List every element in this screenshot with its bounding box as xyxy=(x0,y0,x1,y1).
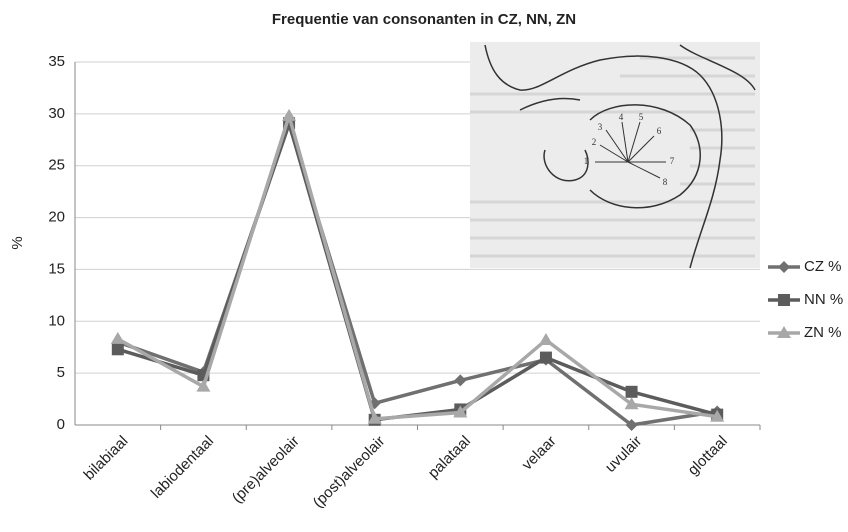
chart-title: Frequentie van consonanten in CZ, NN, ZN xyxy=(272,11,576,28)
legend-label: NN % xyxy=(804,291,843,308)
x-tick-label: palataal xyxy=(425,433,474,482)
marker xyxy=(111,332,125,344)
inset-label: 2 xyxy=(592,137,597,147)
inset-image: 1 2 3 4 5 6 7 8 xyxy=(470,42,760,268)
x-tick-label: glottaal xyxy=(685,433,731,479)
marker xyxy=(112,343,124,355)
legend-marker xyxy=(778,261,790,273)
inset-label: 4 xyxy=(619,112,624,122)
x-tick-label: (pre)alveolair xyxy=(229,433,303,507)
marker xyxy=(539,333,553,345)
y-tick-label: 15 xyxy=(48,260,65,277)
inset-label: 7 xyxy=(670,156,675,166)
y-tick-label: 20 xyxy=(48,209,65,226)
inset-label: 1 xyxy=(584,156,589,166)
y-tick-label: 35 xyxy=(48,53,65,70)
y-tick-label: 25 xyxy=(48,157,65,174)
x-tick-label: uvulair xyxy=(602,433,645,476)
legend-label: ZN % xyxy=(804,324,842,341)
legend-label: CZ % xyxy=(804,258,842,275)
marker xyxy=(540,352,552,364)
y-axis-label: % xyxy=(9,236,26,249)
y-tick-label: 5 xyxy=(57,364,65,381)
x-tick-label: velaar xyxy=(519,433,560,474)
marker xyxy=(282,109,296,121)
inset-label: 3 xyxy=(598,122,603,132)
x-tick-label: bilabiaal xyxy=(81,433,132,484)
inset-label: 8 xyxy=(663,177,668,187)
legend-marker xyxy=(778,294,790,306)
inset-label: 5 xyxy=(639,112,644,122)
y-tick-label: 10 xyxy=(48,312,65,329)
chart: Frequentie van consonanten in CZ, NN, ZN… xyxy=(0,0,848,532)
x-tick-label: labiodentaal xyxy=(148,433,217,502)
marker xyxy=(454,374,466,386)
y-tick-label: 30 xyxy=(48,105,65,122)
x-tick-label: (post)alveolair xyxy=(310,433,389,512)
y-tick-label: 0 xyxy=(57,416,65,433)
inset-label: 6 xyxy=(657,126,662,136)
marker xyxy=(626,386,638,398)
